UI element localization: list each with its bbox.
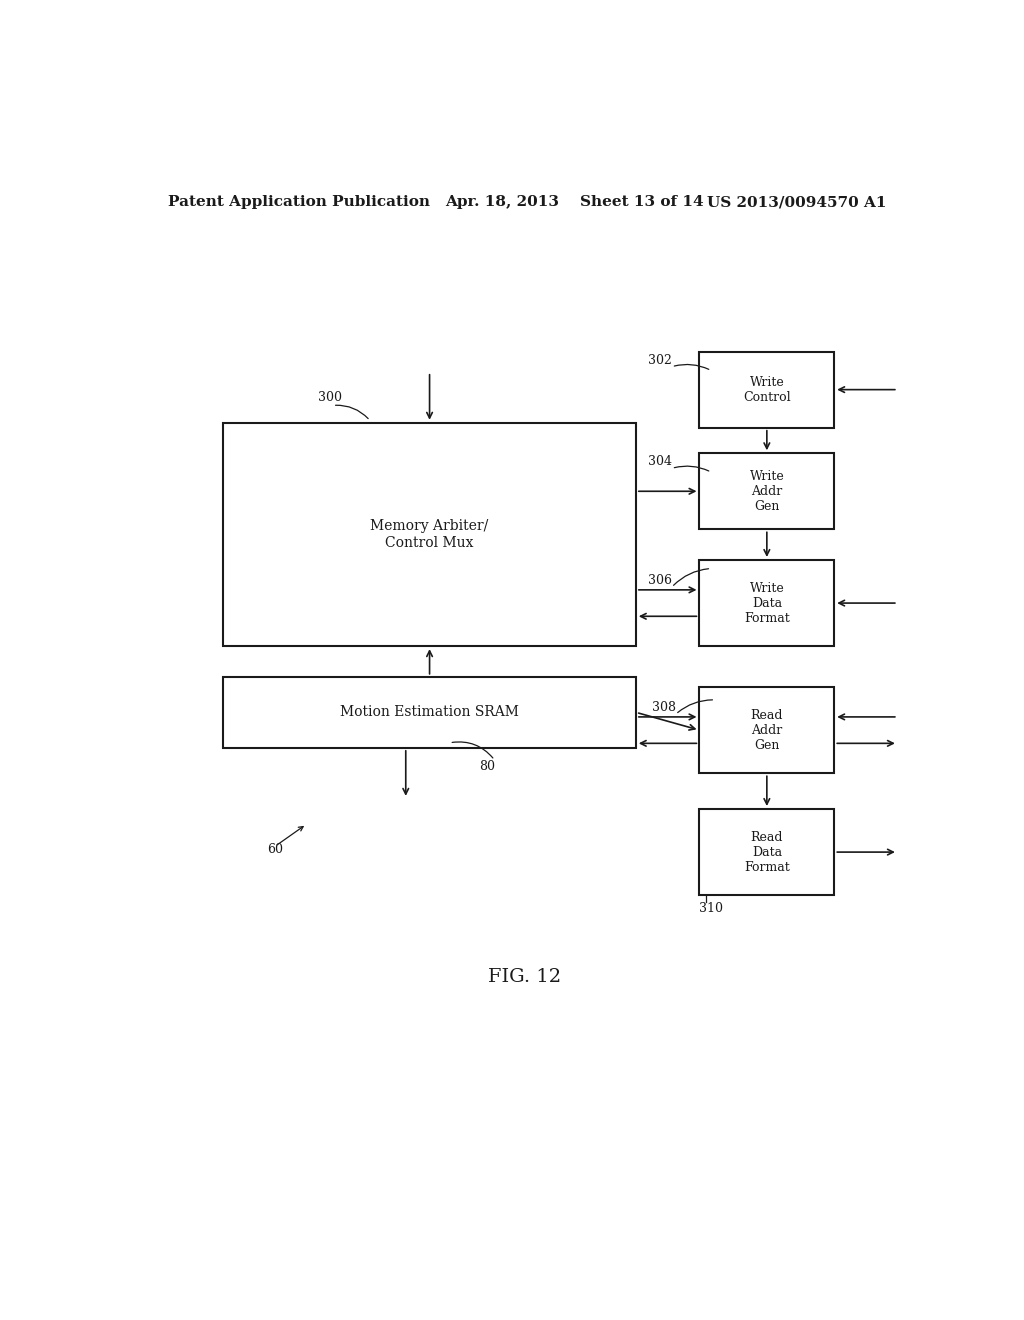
Text: 300: 300 (318, 391, 342, 404)
Text: 302: 302 (648, 354, 672, 367)
FancyBboxPatch shape (699, 809, 835, 895)
FancyBboxPatch shape (699, 560, 835, 647)
Text: 80: 80 (478, 760, 495, 774)
Text: Write
Control: Write Control (743, 376, 791, 404)
Text: Write
Addr
Gen: Write Addr Gen (750, 470, 784, 512)
FancyBboxPatch shape (699, 351, 835, 428)
Text: 60: 60 (267, 843, 283, 857)
FancyBboxPatch shape (223, 422, 636, 647)
Text: Motion Estimation SRAM: Motion Estimation SRAM (340, 705, 519, 719)
Text: Write
Data
Format: Write Data Format (744, 582, 790, 624)
FancyBboxPatch shape (699, 686, 835, 774)
Text: Sheet 13 of 14: Sheet 13 of 14 (581, 195, 703, 209)
Text: 310: 310 (699, 903, 723, 915)
Text: Apr. 18, 2013: Apr. 18, 2013 (445, 195, 559, 209)
FancyBboxPatch shape (699, 453, 835, 529)
Text: Read
Addr
Gen: Read Addr Gen (751, 709, 783, 751)
Text: 308: 308 (651, 701, 676, 714)
FancyBboxPatch shape (223, 677, 636, 748)
Text: Read
Data
Format: Read Data Format (744, 830, 790, 874)
Text: Patent Application Publication: Patent Application Publication (168, 195, 430, 209)
Text: US 2013/0094570 A1: US 2013/0094570 A1 (708, 195, 887, 209)
Text: FIG. 12: FIG. 12 (488, 968, 561, 986)
Text: 306: 306 (647, 574, 672, 587)
Text: Memory Arbiter/
Control Mux: Memory Arbiter/ Control Mux (371, 519, 488, 549)
Text: 304: 304 (647, 455, 672, 469)
